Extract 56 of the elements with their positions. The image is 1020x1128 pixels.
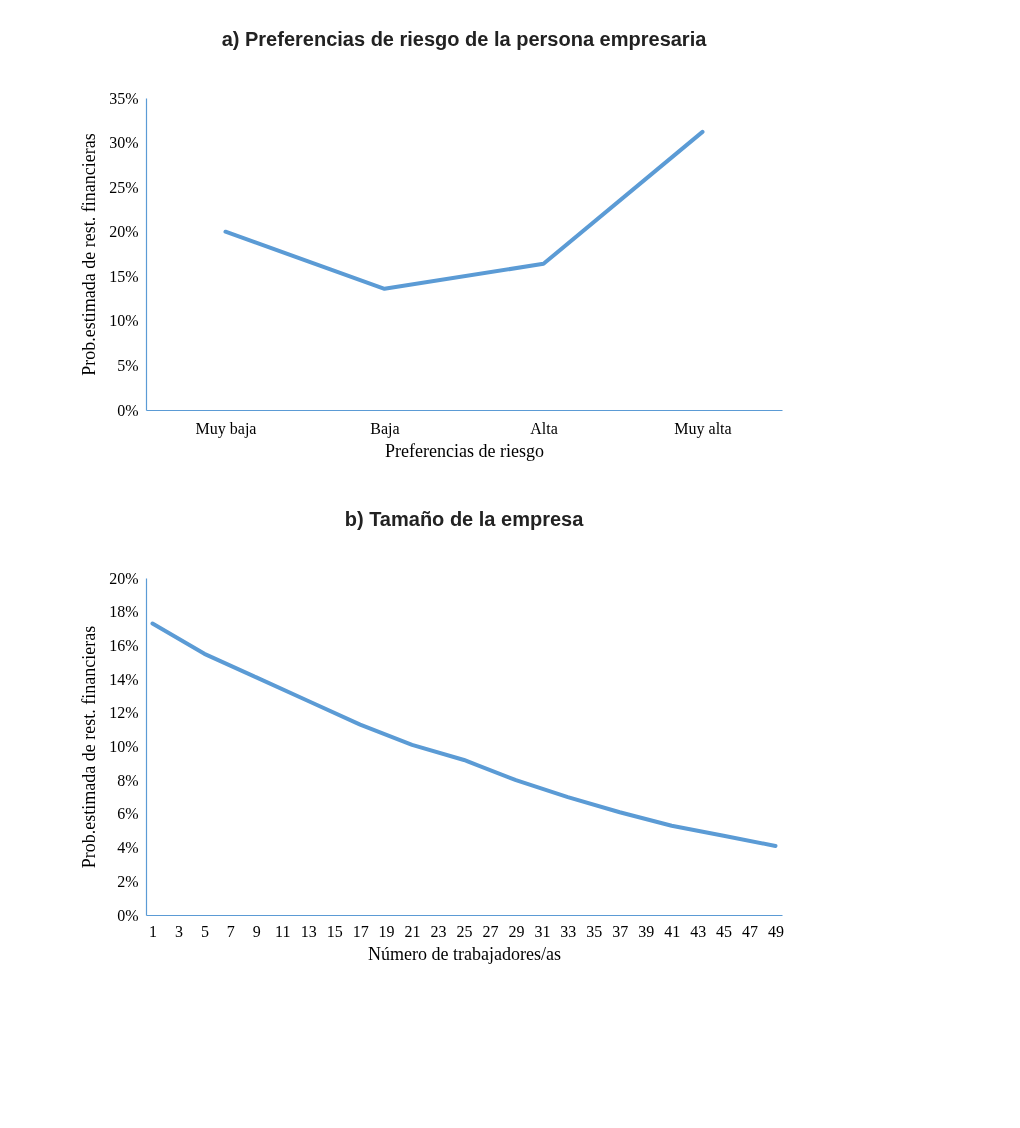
x-tick-label: 27 [482, 922, 499, 940]
x-tick-label: Baja [370, 419, 400, 438]
x-tick-label: 15 [326, 922, 343, 940]
y-tick-label: 20% [109, 223, 139, 241]
chart-title: a) Preferencias de riesgo de la persona empresaria [221, 28, 708, 50]
y-tick-label: 4% [117, 839, 139, 857]
y-tick-label: 10% [109, 312, 139, 330]
chart-title: b) Tamaño de la empresa [344, 508, 585, 530]
x-tick-label: 11 [275, 922, 291, 940]
y-tick-label: 30% [109, 134, 139, 152]
y-axis-title: Prob.estimada de rest. financieras [79, 133, 100, 376]
line-series [223, 129, 705, 291]
x-tick-label: 7 [226, 922, 235, 940]
x-tick-label: 1 [148, 922, 157, 940]
y-tick-label: 18% [109, 603, 139, 621]
x-tick-label: 39 [638, 922, 655, 940]
y-tick-label: 0% [117, 401, 139, 419]
x-tick-label: 3 [174, 922, 183, 940]
y-tick-label: 2% [117, 872, 139, 890]
x-tick-label: Alta [530, 419, 558, 437]
x-tick-label: 5 [200, 922, 209, 940]
y-tick-label: 16% [109, 636, 139, 654]
x-tick-label: Muy alta [674, 419, 732, 438]
x-tick-label: 9 [252, 922, 261, 940]
x-tick-label: Muy baja [195, 419, 257, 438]
y-tick-label: 10% [109, 738, 139, 755]
x-tick-label: 37 [612, 922, 629, 940]
x-tick-label: 19 [378, 922, 395, 940]
y-tick-label: 20% [109, 569, 139, 587]
x-tick-label: 47 [742, 922, 759, 940]
y-tick-label: 5% [117, 356, 139, 374]
x-tick-label: 45 [716, 922, 733, 940]
x-tick-label: 25 [456, 922, 473, 940]
x-axis-title: Número de trabajadores/as [368, 943, 561, 964]
x-axis-title: Preferencias de riesgo [385, 440, 544, 461]
x-tick-label: 35 [586, 922, 603, 940]
x-tick-label: 17 [352, 922, 369, 940]
x-tick-label: 21 [404, 922, 421, 940]
x-tick-label: 43 [690, 922, 707, 940]
y-tick-label: 6% [117, 805, 139, 823]
y-tick-label: 0% [117, 906, 139, 924]
line-series [150, 621, 778, 848]
y-tick-label: 14% [109, 670, 139, 688]
y-axis-title: Prob.estimada de rest. financieras [79, 625, 100, 869]
x-tick-label: 29 [508, 922, 525, 940]
y-tick-label: 15% [109, 267, 139, 285]
x-tick-label: 23 [430, 922, 447, 940]
y-tick-label: 25% [109, 178, 139, 196]
y-tick-label: 35% [109, 89, 139, 107]
x-tick-label: 49 [768, 922, 785, 940]
y-tick-label: 8% [117, 771, 139, 789]
x-tick-label: 31 [534, 922, 551, 940]
x-tick-label: 33 [560, 922, 577, 940]
y-tick-label: 12% [109, 704, 139, 722]
x-tick-label: 41 [664, 922, 681, 940]
x-tick-label: 13 [300, 922, 317, 940]
